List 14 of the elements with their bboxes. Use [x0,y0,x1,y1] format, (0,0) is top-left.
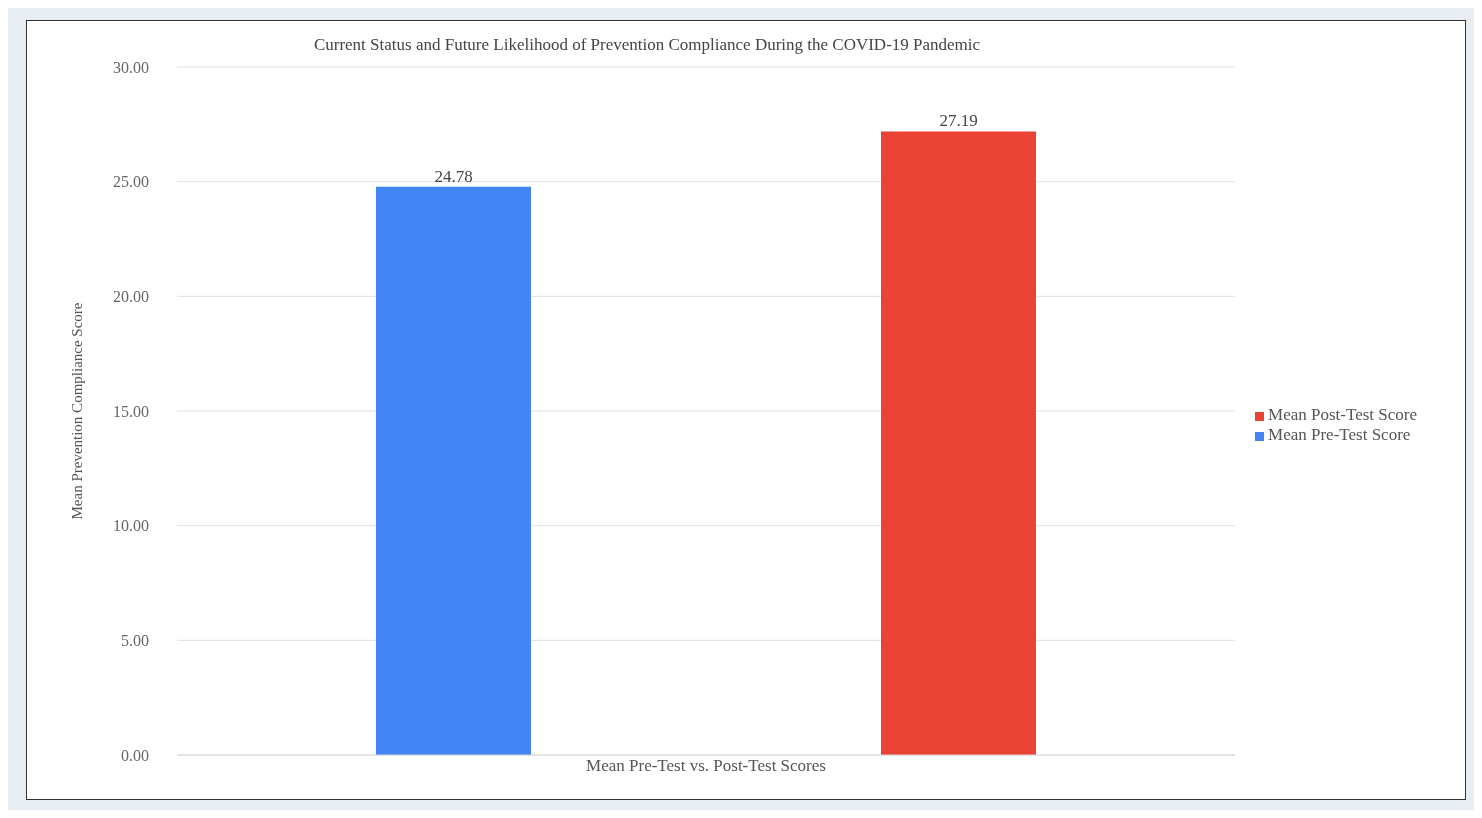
x-axis-title: Mean Pre-Test vs. Post-Test Scores [586,756,826,776]
data-label: 27.19 [939,111,978,131]
y-tick-label: 0.00 [121,746,149,764]
legend-label: Mean Post-Test Score [1268,405,1417,424]
y-tick-label: 25.00 [113,173,149,191]
legend-label: Mean Pre-Test Score [1268,425,1411,444]
y-tick-label: 5.00 [121,632,149,650]
y-tick-label: 20.00 [113,288,149,306]
y-tick-label: 10.00 [113,517,149,535]
y-tick-label: 30.00 [113,58,149,76]
y-axis-title: Mean Prevention Compliance Score [69,302,86,520]
data-label: 24.78 [434,166,473,186]
chart-title: Current Status and Future Likelihood of Prevention Compliance During the COVID-19 Pandemic [312,35,982,55]
y-tick-label: 15.00 [113,402,149,420]
